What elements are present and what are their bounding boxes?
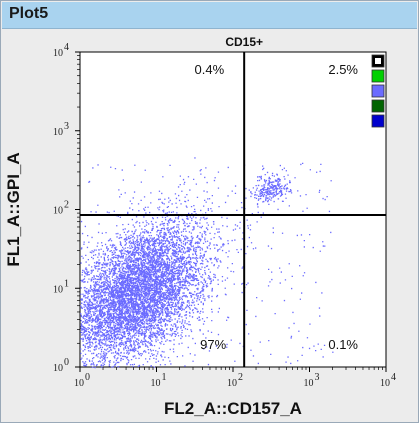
x-tick-label: 10 — [151, 378, 161, 389]
y-tick-exponent: 2 — [64, 200, 69, 211]
quadrant-label-lower-right: 0.1% — [328, 337, 358, 352]
x-tick-exponent: 1 — [162, 372, 167, 383]
y-tick-label: 10 — [53, 206, 63, 217]
y-axis-label: FL1_A::GPI_A — [4, 152, 23, 266]
palette-swatch-selected-marker — [375, 58, 381, 64]
x-tick-exponent: 2 — [238, 372, 243, 383]
x-tick-exponent: 0 — [85, 372, 90, 383]
plot-title: Plot5 — [9, 5, 49, 22]
quadrant-label-upper-right: 2.5% — [328, 62, 358, 77]
y-tick-exponent: 1 — [64, 278, 69, 289]
quadrant-label-lower-left: 97% — [200, 337, 226, 352]
x-tick-label: 10 — [227, 378, 237, 389]
x-axis-label: FL2_A::CD157_A — [164, 399, 302, 418]
y-tick-exponent: 4 — [64, 42, 69, 53]
x-tick-exponent: 4 — [391, 372, 396, 383]
y-tick-label: 10 — [53, 363, 63, 374]
palette-swatch[interactable] — [371, 99, 385, 113]
plot-title-bar[interactable]: Plot5 — [2, 2, 417, 29]
data-points — [80, 157, 334, 369]
points-main — [80, 157, 264, 369]
points-upper-right-cluster — [245, 164, 296, 214]
y-tick-label: 10 — [53, 48, 63, 59]
y-tick-exponent: 0 — [64, 357, 69, 368]
x-tick-label: 10 — [380, 378, 390, 389]
palette-swatch[interactable] — [371, 69, 385, 83]
palette-swatch[interactable] — [371, 84, 385, 98]
color-palette[interactable] — [371, 54, 385, 128]
palette-swatch[interactable] — [371, 114, 385, 128]
x-tick-label: 10 — [74, 378, 84, 389]
quadrant-label-upper-left: 0.4% — [195, 62, 225, 77]
quadrant-labels: 0.4% 2.5% 97% 0.1% — [195, 62, 359, 352]
x-tick-label: 10 — [304, 378, 314, 389]
y-tick-exponent: 3 — [64, 121, 69, 132]
gate-label: CD15+ — [225, 35, 263, 49]
y-tick-label: 10 — [53, 127, 63, 138]
y-tick-label: 10 — [53, 284, 63, 295]
x-tick-exponent: 3 — [315, 372, 320, 383]
